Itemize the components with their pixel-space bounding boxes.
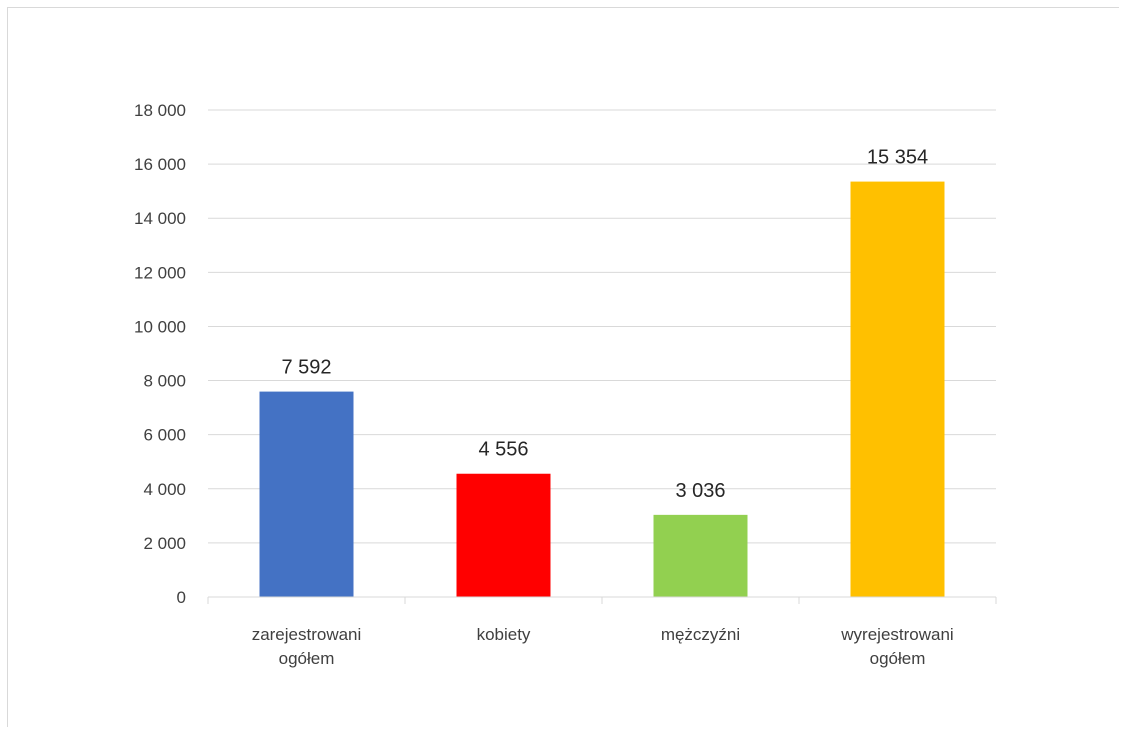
chart-frame [7,7,1119,727]
y-tick-label: 0 [177,588,186,607]
y-tick-label: 6 000 [143,426,186,445]
bar [456,473,551,597]
data-label: 3 036 [675,480,725,502]
y-tick-label: 10 000 [134,317,186,336]
data-label: 7 592 [281,357,331,379]
x-category-label: kobiety [477,625,531,644]
y-tick-label: 16 000 [134,155,186,174]
data-labels: 7 592 4 556 3 036 15 354 [281,147,928,502]
data-label: 4 556 [478,439,528,461]
y-tick-label: 4 000 [143,480,186,499]
x-axis [207,596,997,604]
x-category-label: mężczyźni [661,625,740,644]
y-tick-label: 18 000 [134,101,186,120]
x-category-label: wyrejestrowani ogółem [840,625,953,668]
y-tick-label: 2 000 [143,534,186,553]
bar [259,391,354,597]
y-tick-label: 8 000 [143,372,186,391]
y-tick-label: 12 000 [134,263,186,282]
bar [850,181,945,598]
y-axis-tick-labels: 0 2 000 4 000 6 000 8 000 10 000 12 000 14 000 1… [134,101,186,607]
data-label: 15 354 [867,147,928,169]
bar [653,514,748,597]
x-axis-category-labels: zarejestrowani ogółem kobiety mężczyźni wyre… [252,625,954,668]
x-category-label: zarejestrowani ogółem [252,625,362,668]
y-tick-label: 14 000 [134,209,186,228]
bars [259,181,945,598]
